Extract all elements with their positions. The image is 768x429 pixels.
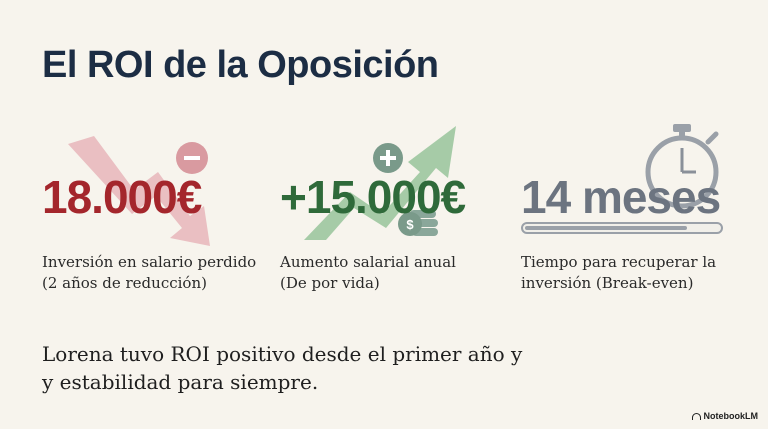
page-title: El ROI de la Oposición — [42, 44, 439, 86]
stat-raise-description: Aumento salarial anual (De por vida) — [280, 252, 456, 294]
stat-breakeven-description-line: inversión (Break-even) — [521, 274, 694, 292]
svg-text:$: $ — [406, 217, 414, 232]
stat-investment-description-line: (2 años de reducción) — [42, 274, 207, 292]
trend-up-plus-coins-icon: $ — [304, 126, 456, 240]
stat-breakeven-description-line: Tiempo para recuperar la — [521, 253, 717, 271]
trend-down-minus-icon — [68, 136, 210, 246]
brand-label: NotebookLM — [703, 411, 759, 421]
brand-watermark: NotebookLM — [691, 411, 759, 421]
stat-raise-description-line: (De por vida) — [280, 274, 380, 292]
stat-raise-description-line: Aumento salarial anual — [280, 253, 456, 271]
stopwatch-icon — [645, 124, 719, 209]
stat-raise-value: +15.000€ — [280, 171, 466, 223]
summary-text: Lorena tuvo ROI positivo desde el primer… — [42, 340, 522, 396]
stat-investment-value: 18.000€ — [42, 171, 202, 223]
stat-breakeven-description: Tiempo para recuperar la inversión (Brea… — [521, 252, 716, 294]
breakeven-progress-bar — [521, 222, 723, 234]
breakeven-progress-fill — [525, 226, 688, 230]
summary-line: y estabilidad para siempre. — [42, 370, 319, 394]
stat-investment-description: Inversión en salario perdido (2 años de … — [42, 252, 256, 294]
stat-breakeven-value: 14 meses — [521, 171, 721, 223]
notebooklm-logo-icon — [691, 412, 701, 420]
summary-line: Lorena tuvo ROI positivo desde el primer… — [42, 342, 523, 366]
stat-investment-description-line: Inversión en salario perdido — [42, 253, 257, 271]
